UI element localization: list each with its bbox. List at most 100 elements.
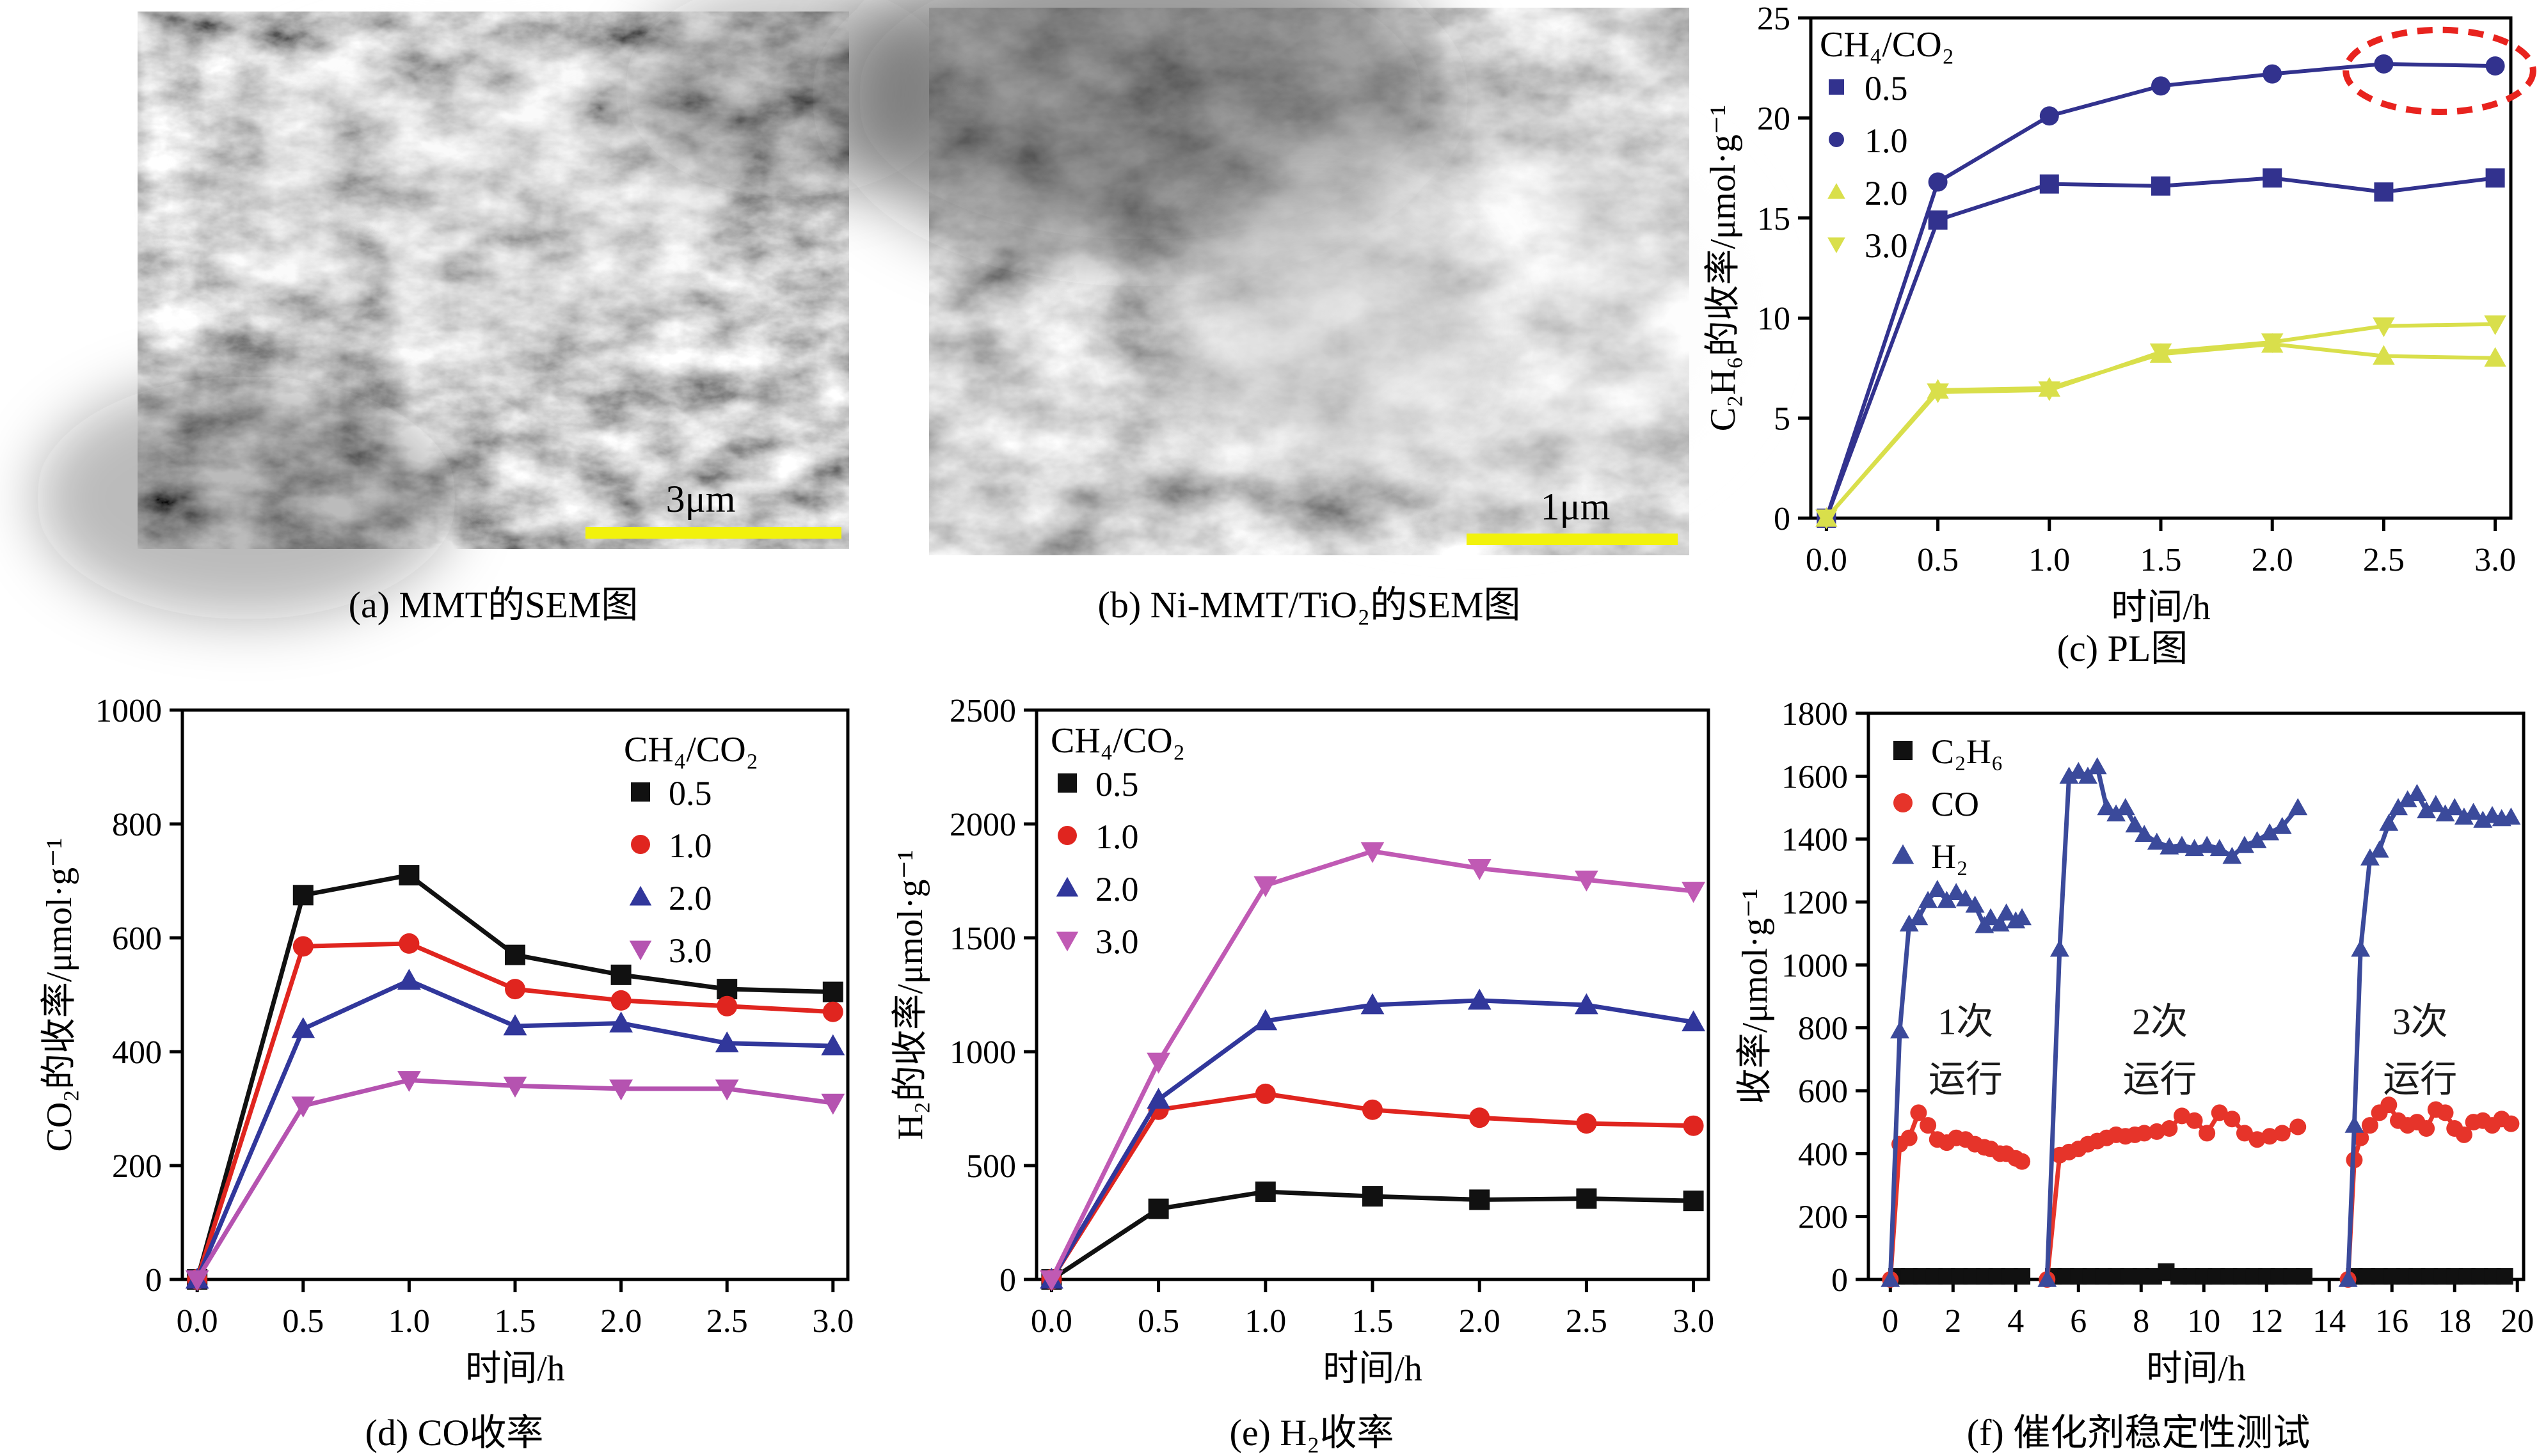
y-tick-label: 400: [1798, 1136, 1848, 1173]
y-tick-label: 1400: [1781, 822, 1848, 859]
x-tick-label: 12: [2250, 1303, 2283, 1340]
x-tick-label: 0.5: [1917, 542, 1959, 578]
run-annotation: 3次: [2392, 1001, 2448, 1043]
y-tick-label: 15: [1757, 201, 1790, 237]
y-tick-label: 800: [112, 807, 162, 843]
scale-bar-label: 3μm: [666, 478, 736, 520]
x-tick-label: 3.0: [1673, 1303, 1714, 1340]
legend-label: 2.0: [1865, 174, 1908, 212]
y-tick-label: 5: [1774, 401, 1790, 438]
x-axis-label: 时间/h: [2111, 588, 2211, 628]
y-tick-label: 0: [999, 1262, 1016, 1299]
x-tick-label: 2.0: [2252, 542, 2293, 578]
y-tick-label: 500: [966, 1148, 1016, 1185]
run-annotation: 运行: [2383, 1059, 2457, 1100]
series-3.0: [185, 1071, 845, 1292]
caption-panel-d: (d) CO收率: [365, 1412, 544, 1453]
axes: 0.0 0.5 1.0 1.5 2.0 2.5 3.0 0 500 1000 1500 2000 250…: [950, 693, 1714, 1340]
chart-co-yield: 0.0 0.5 1.0 1.5 2.0 2.5 3.0 0 200 400 600 800 1000 时间…: [40, 693, 854, 1389]
scale-bar: [585, 527, 841, 539]
y-tick-label: 800: [1798, 1011, 1848, 1047]
legend: CH₄/CO₂ 0.5 1.0 2.0 3.0: [1051, 721, 1185, 961]
x-tick-label: 20: [2501, 1303, 2534, 1340]
legend: CH₄/CO₂ 0.5 1.0 2.0 3.0: [624, 730, 758, 970]
run-annotation: 1次: [1937, 1001, 1993, 1043]
y-tick-label: 25: [1757, 1, 1790, 37]
legend-label: 3.0: [1865, 226, 1908, 265]
caption-panel-f: (f) 催化剂稳定性测试: [1966, 1412, 2311, 1453]
caption-panel-c: (c) PL图: [2057, 628, 2188, 669]
y-tick-label: 200: [1798, 1199, 1848, 1236]
y-axis-label: CO₂的收率/μmol·g⁻¹: [40, 837, 79, 1151]
y-tick-label: 2000: [950, 807, 1016, 843]
y-tick-label: 1500: [950, 921, 1016, 957]
x-tick-label: 2.5: [2363, 542, 2405, 578]
y-tick-label: 2500: [950, 693, 1016, 729]
chart-pl: 0.0 0.5 1.0 1.5 2.0 2.5 3.0 0 5 10 15 20 25 时间/h C₂H₆的…: [1703, 1, 2536, 628]
legend-label: H₂: [1931, 837, 1968, 876]
x-tick-label: 3.0: [812, 1303, 854, 1340]
y-tick-label: 200: [112, 1148, 162, 1185]
sem-image-mmt: 3μm: [35, 0, 957, 619]
x-tick-label: 1.0: [1245, 1303, 1286, 1340]
x-tick-label: 10: [2187, 1303, 2220, 1340]
x-tick-label: 1.5: [2140, 542, 2182, 578]
x-tick-label: 1.0: [388, 1303, 430, 1340]
x-tick-label: 0.0: [177, 1303, 218, 1340]
series-CO: [1882, 1096, 2520, 1288]
x-tick-label: 1.5: [1352, 1303, 1394, 1340]
scale-bar: [1467, 534, 1678, 545]
y-tick-label: 1200: [1781, 885, 1848, 921]
series-0.5: [187, 865, 843, 1290]
legend-title: CH₄/CO₂: [624, 730, 758, 770]
x-tick-label: 0: [1882, 1303, 1898, 1340]
legend-label: 2.0: [1095, 870, 1139, 908]
x-tick-label: 2.5: [1566, 1303, 1607, 1340]
y-axis-label: H₂的收率/μmol·g⁻¹: [891, 850, 930, 1140]
y-tick-label: 1000: [950, 1034, 1016, 1071]
y-tick-label: 0: [145, 1262, 162, 1299]
series-3.0: [1040, 842, 1705, 1292]
y-tick-label: 20: [1757, 100, 1790, 137]
x-tick-label: 1.5: [495, 1303, 536, 1340]
legend-label: 1.0: [1865, 122, 1908, 160]
x-axis-label: 时间/h: [2146, 1349, 2246, 1389]
chart-stability: 0 2 4 6 8 10 12 14 16 18 2002004006008001000120014…: [1735, 696, 2534, 1389]
y-tick-label: 600: [112, 921, 162, 957]
x-tick-label: 2: [1945, 1303, 1961, 1340]
legend-label: C₂H₆: [1931, 732, 2003, 771]
legend-label: 1.0: [1095, 818, 1139, 856]
legend-label: CO: [1931, 785, 1979, 823]
highlight-ellipse: [2343, 26, 2536, 116]
x-tick-label: 4: [2007, 1303, 2024, 1340]
sem-a-shadow: [35, 376, 457, 619]
series-H₂: [1881, 757, 2521, 1287]
x-tick-label: 2.0: [600, 1303, 642, 1340]
y-tick-label: 0: [1774, 501, 1790, 537]
legend-title: CH₄/CO₂: [1051, 721, 1185, 761]
y-tick-label: 1600: [1781, 759, 1848, 795]
y-axis-label: 收率/μmol·g⁻¹: [1735, 889, 1775, 1105]
chart-h2-yield: 0.0 0.5 1.0 1.5 2.0 2.5 3.0 0 500 1000 1500 2000 250…: [891, 693, 1714, 1389]
run-annotation: 2次: [2132, 1001, 2188, 1043]
x-tick-label: 18: [2438, 1303, 2471, 1340]
x-tick-label: 0.0: [1806, 542, 1847, 578]
x-tick-label: 0.5: [1138, 1303, 1179, 1340]
run-annotation: 运行: [1929, 1059, 2003, 1100]
x-axis-label: 时间/h: [465, 1349, 565, 1389]
legend-label: 1.0: [669, 827, 712, 865]
x-tick-label: 0.0: [1031, 1303, 1072, 1340]
x-tick-label: 14: [2312, 1303, 2346, 1340]
x-tick-label: 16: [2375, 1303, 2408, 1340]
series-0.5: [1041, 1181, 1704, 1290]
y-tick-label: 0: [1831, 1262, 1848, 1299]
legend-title: CH₄/CO₂: [1820, 25, 1954, 65]
x-axis-label: 时间/h: [1323, 1349, 1422, 1389]
legend-label: 0.5: [1095, 765, 1139, 803]
caption-panel-a: (a) MMT的SEM图: [348, 584, 639, 626]
legend: CH₄/CO₂ 0.5 1.0 2.0 3.0: [1820, 25, 1954, 265]
series-2.0: [185, 969, 845, 1289]
axes: 0.0 0.5 1.0 1.5 2.0 2.5 3.0 0 5 10 15 20 25: [1757, 1, 2516, 578]
x-tick-label: 2.5: [706, 1303, 748, 1340]
